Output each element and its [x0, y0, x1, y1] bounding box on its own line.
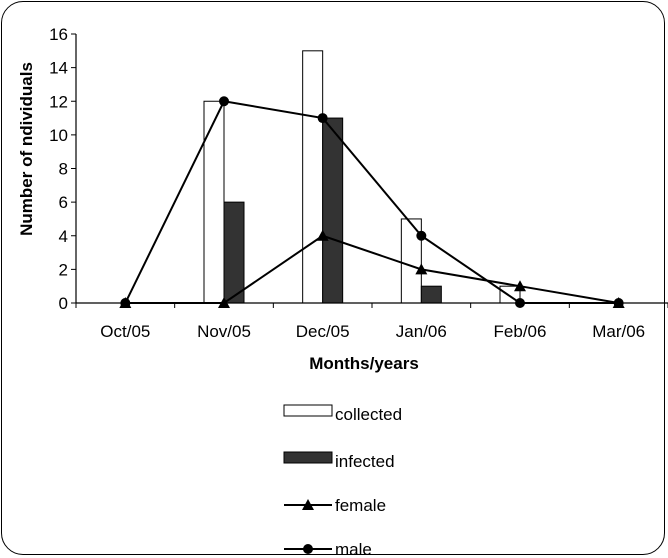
y-tick-label-10: 10: [49, 126, 68, 145]
bar-infected-Nov/05: [223, 201, 245, 304]
legend-marker-male: [303, 544, 313, 554]
legend: collected infected female male: [283, 404, 402, 558]
bar-infected-Dec/05: [322, 117, 344, 304]
point-male-Nov/05: [219, 96, 229, 107]
legend-label-infected: infected: [335, 452, 395, 471]
x-tick-label-Jan/06: Jan/06: [396, 322, 447, 341]
y-tick-label-12: 12: [49, 92, 68, 111]
ticks-layer: 0 2 4 6 8 10 12 14 16 Oct/05 Nov/05 Dec/05 Jan/06 Feb…: [49, 25, 668, 341]
y-tick-label-14: 14: [49, 59, 68, 78]
point-male-Mar/06: [613, 298, 624, 308]
point-female-Nov/05: [218, 297, 230, 308]
bar-collected-Dec/05: [302, 50, 324, 304]
legend-swatch-infected: [283, 451, 333, 464]
legend-marker-female: [302, 499, 314, 510]
y-tick-label-8: 8: [59, 160, 68, 179]
point-female-Jan/06: [415, 263, 428, 275]
y-tick-label-6: 6: [59, 193, 68, 212]
point-male-Dec/05: [317, 113, 328, 124]
y-tick-label-16: 16: [49, 25, 68, 44]
y-tick-label-0: 0: [59, 294, 68, 313]
legend-swatch-collected: [283, 404, 333, 417]
y-tick-label-2: 2: [59, 260, 68, 279]
y-axis-title: Number of ndividuals: [17, 62, 36, 236]
legend-label-female: female: [335, 496, 386, 515]
legend-label-collected: collected: [335, 405, 402, 424]
bar-collected-Nov/05: [203, 100, 225, 304]
x-axis-title: Months/years: [309, 354, 419, 373]
point-female-Feb/06: [514, 280, 526, 292]
legend-label-male: male: [335, 540, 372, 558]
x-tick-label-Mar/06: Mar/06: [592, 322, 645, 341]
line-female: [125, 234, 619, 304]
point-female-Dec/05: [316, 229, 329, 241]
x-tick-label-Oct/05: Oct/05: [100, 322, 150, 341]
line-male: [124, 100, 619, 304]
point-male-Oct/05: [120, 298, 131, 308]
bar-infected-Jan/06: [420, 285, 442, 304]
x-tick-label-Feb/06: Feb/06: [494, 322, 547, 341]
bars-layer: [203, 50, 521, 304]
x-tick-label-Nov/05: Nov/05: [197, 322, 251, 341]
point-male-Jan/06: [416, 230, 427, 241]
axes-layer: [75, 34, 668, 304]
y-tick-label-4: 4: [59, 227, 68, 246]
lines-layer: [119, 96, 625, 308]
x-tick-label-Dec/05: Dec/05: [296, 322, 350, 341]
point-male-Feb/06: [515, 298, 525, 308]
